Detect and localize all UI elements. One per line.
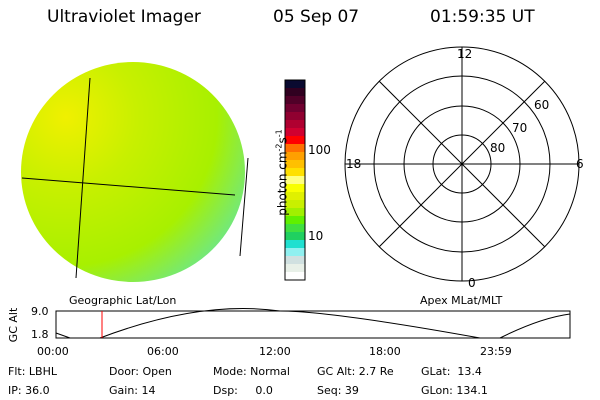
colorbar-band (285, 176, 305, 185)
colorbar-band (285, 208, 305, 217)
gain: Gain: 14 (109, 384, 156, 397)
colorbar-band (285, 240, 305, 249)
lat-70: 70 (512, 121, 528, 135)
filter: Flt: LBHL (8, 365, 57, 378)
colorbar-frame (284, 79, 306, 281)
colorbar-band (285, 232, 305, 241)
colorbar-band (285, 272, 305, 281)
polar-grid (344, 46, 580, 282)
colorbar-band (285, 144, 305, 153)
colorbar-band (285, 136, 305, 145)
xtick-0000: 00:00 (37, 345, 69, 358)
colorbar-band (285, 192, 305, 201)
gc-alt: GC Alt: 2.7 Re (317, 365, 394, 378)
lat-60: 60 (534, 98, 550, 112)
xtick-0600: 06:00 (147, 345, 179, 358)
door: Door: Open (109, 365, 172, 378)
colorbar-band (285, 104, 305, 113)
glon: GLon: 134.1 (421, 384, 488, 397)
seq: Seq: 39 (317, 384, 359, 397)
colorbar-band (285, 168, 305, 177)
colorbar-band (285, 184, 305, 193)
auroral-disk (21, 62, 245, 282)
meridian-line (75, 77, 91, 279)
xtick-1200: 12:00 (259, 345, 291, 358)
colorbar-band (285, 152, 305, 161)
alt-ytick-1.8: 1.8 (31, 328, 49, 341)
terminator-line (239, 157, 249, 257)
colorbar-band (285, 160, 305, 169)
lat-80: 80 (490, 141, 506, 155)
colorbar-band (285, 216, 305, 225)
colorbar-band (285, 248, 305, 257)
image-projection-label: Geographic Lat/Lon (69, 294, 177, 307)
alt-ylabel: GC Alt (7, 307, 20, 343)
colorbar (284, 79, 306, 281)
equator-line (21, 177, 236, 196)
alt-ytick-9: 9.0 (31, 305, 49, 318)
mlt-12: 12 (457, 47, 473, 61)
colorbar-band (285, 96, 305, 105)
xtick-2359: 23:59 (480, 345, 512, 358)
colorbar-band (285, 264, 305, 273)
colorbar-tick-10: 10 (308, 229, 324, 243)
xtick-1800: 18:00 (369, 345, 401, 358)
date: 05 Sep 07 (273, 7, 360, 27)
altitude-plot (55, 308, 571, 339)
mlt-6: 6 (576, 157, 584, 171)
glat: GLat: 13.4 (421, 365, 482, 378)
colorbar-band (285, 128, 305, 137)
colorbar-band (285, 112, 305, 121)
colorbar-band (285, 200, 305, 209)
mode: Mode: Normal (213, 365, 290, 378)
colorbar-unit: photon cm-2s-1 (274, 129, 290, 216)
colorbar-band (285, 224, 305, 233)
mlt-18: 18 (346, 157, 362, 171)
dsp: Dsp: 0.0 (213, 384, 273, 397)
colorbar-band (285, 88, 305, 97)
ip: IP: 36.0 (8, 384, 50, 397)
time: 01:59:35 UT (430, 7, 535, 27)
colorbar-band (285, 256, 305, 265)
polar-projection-label: Apex MLat/MLT (420, 294, 503, 307)
mlt-0: 0 (468, 276, 476, 290)
title: Ultraviolet Imager (47, 7, 201, 27)
colorbar-band (285, 80, 305, 89)
colorbar-band (285, 120, 305, 129)
colorbar-tick-100: 100 (308, 143, 331, 157)
uv-image (21, 62, 249, 282)
